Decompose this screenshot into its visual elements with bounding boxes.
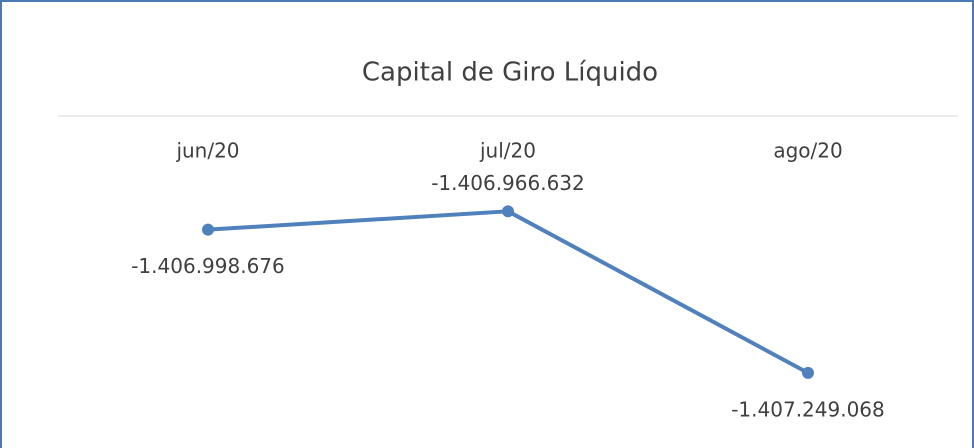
data-label: -1.406.966.632 [431, 171, 585, 195]
x-tick-label: jun/20 [175, 139, 239, 163]
x-tick-label: ago/20 [773, 139, 842, 163]
line [207, 209, 809, 375]
marker [202, 223, 214, 236]
data-label: -1.406.998.676 [131, 254, 285, 278]
x-tick-label: jul/20 [479, 139, 536, 163]
data-label: -1.407.249.068 [731, 397, 885, 421]
marker [802, 366, 814, 379]
chart-title: Capital de Giro Líquido [362, 58, 658, 88]
marker [502, 205, 514, 218]
